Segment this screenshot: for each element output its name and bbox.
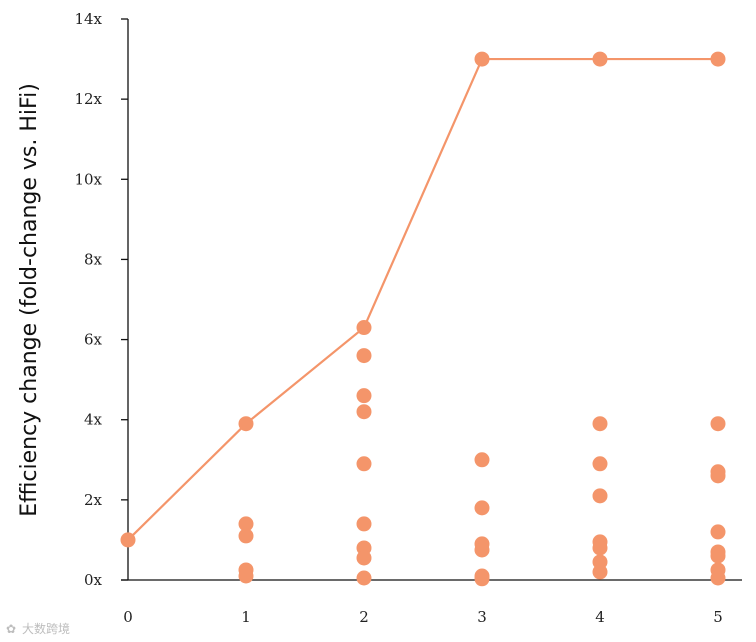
series-points bbox=[120, 51, 726, 587]
y-tick-label: 2x bbox=[84, 491, 103, 509]
data-point bbox=[474, 542, 490, 558]
x-tick-label: 4 bbox=[595, 608, 605, 626]
data-point bbox=[356, 550, 372, 566]
data-point bbox=[356, 404, 372, 420]
data-point bbox=[238, 516, 254, 532]
data-point bbox=[710, 51, 726, 67]
x-tick-label: 0 bbox=[123, 608, 133, 626]
data-point bbox=[710, 524, 726, 540]
data-point bbox=[710, 548, 726, 564]
data-point bbox=[592, 488, 608, 504]
data-point bbox=[592, 456, 608, 472]
data-point bbox=[474, 51, 490, 67]
x-axis: 0 1 2 3 4 5 bbox=[121, 579, 742, 626]
data-point bbox=[356, 320, 372, 336]
x-tick-label: 3 bbox=[477, 608, 487, 626]
data-point bbox=[710, 570, 726, 586]
data-point bbox=[592, 51, 608, 67]
data-point bbox=[474, 571, 490, 587]
max-efficiency-line bbox=[127, 57, 718, 541]
data-point bbox=[592, 416, 608, 432]
data-point bbox=[592, 564, 608, 580]
y-tick-label: 14x bbox=[74, 10, 102, 28]
data-point bbox=[238, 568, 254, 584]
y-tick-label: 0x bbox=[84, 571, 103, 589]
data-point bbox=[474, 452, 490, 468]
data-point bbox=[592, 540, 608, 556]
y-tick-label: 4x bbox=[84, 411, 103, 429]
data-point bbox=[356, 516, 372, 532]
y-tick-label: 6x bbox=[84, 331, 103, 349]
data-point bbox=[120, 532, 136, 548]
watermark-text: 大数跨境 bbox=[22, 621, 70, 636]
series-line bbox=[127, 57, 718, 541]
y-tick-label: 12x bbox=[74, 90, 102, 108]
data-point bbox=[356, 348, 372, 364]
watermark: ✿ 大数跨境 bbox=[6, 621, 70, 636]
data-point bbox=[474, 500, 490, 516]
x-tick-label: 2 bbox=[359, 608, 369, 626]
watermark-logo-icon: ✿ bbox=[6, 622, 16, 636]
data-point bbox=[238, 416, 254, 432]
data-point bbox=[238, 528, 254, 544]
x-tick-label: 5 bbox=[713, 608, 723, 626]
y-tick-label: 8x bbox=[84, 250, 103, 268]
data-point bbox=[710, 468, 726, 484]
data-point bbox=[356, 388, 372, 404]
y-axis: 0x 2x 4x 6x 8x 10x 12x 14x bbox=[74, 10, 129, 589]
x-tick-label: 1 bbox=[241, 608, 251, 626]
data-point bbox=[356, 456, 372, 472]
y-tick-label: 10x bbox=[74, 170, 102, 188]
data-point bbox=[710, 416, 726, 432]
y-axis-title: Efficiency change (fold-change vs. HiFi) bbox=[17, 83, 42, 517]
data-point bbox=[356, 570, 372, 586]
